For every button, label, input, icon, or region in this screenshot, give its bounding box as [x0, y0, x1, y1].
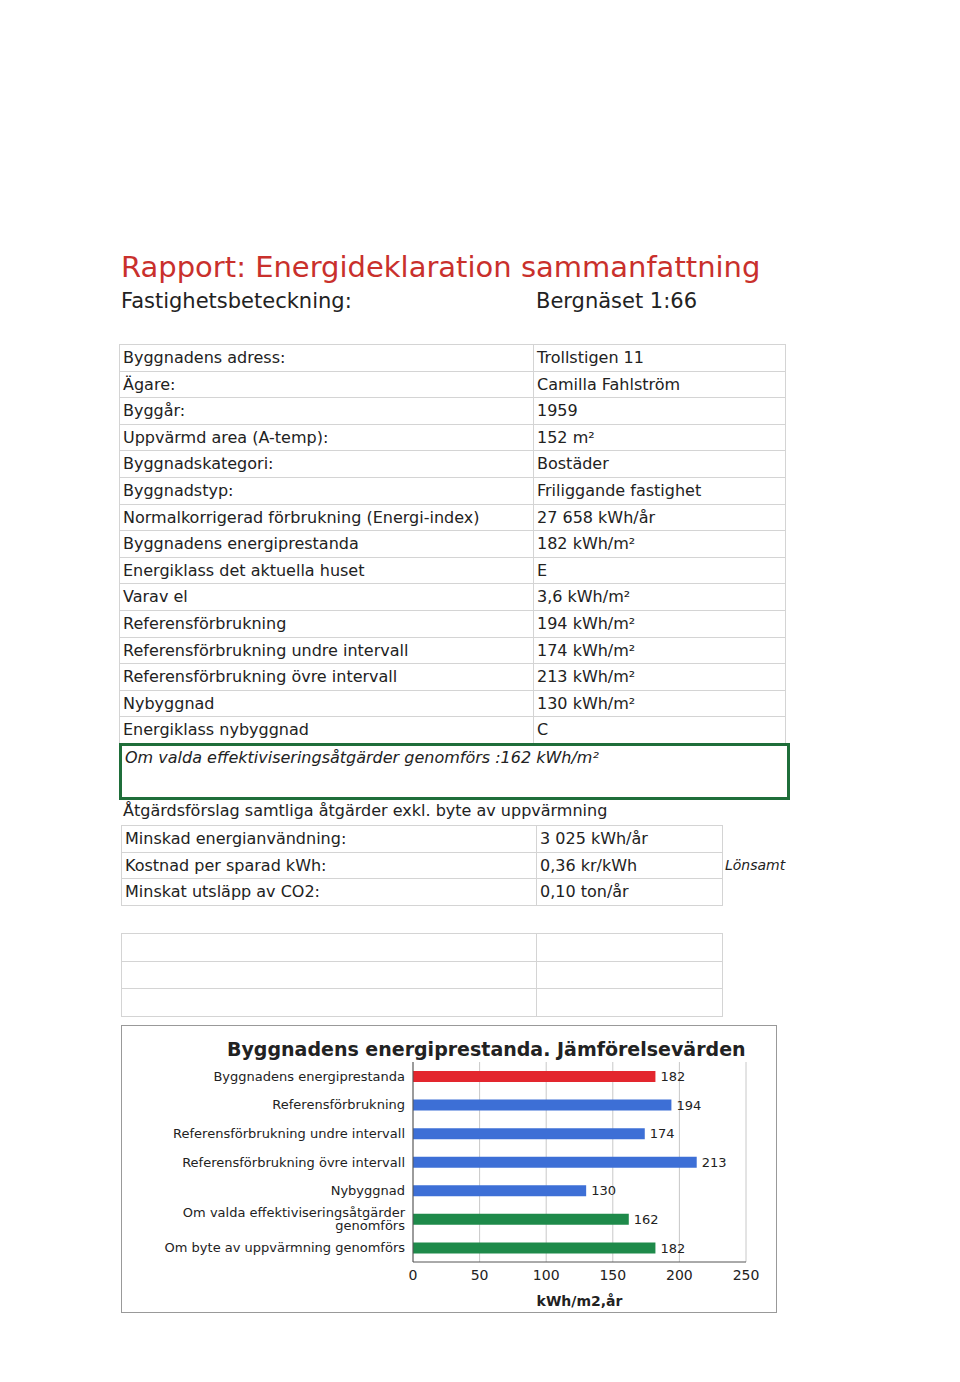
html-text:Åtgärdsförslag samtliga åtgärd: Åtgärdsförslag samtliga åtgärder exkl. b… [123, 801, 608, 820]
html-text:C: C [537, 720, 549, 740]
html-text:Fastighetsbeteckning:: Fastighetsbeteckning: [121, 289, 352, 313]
html-text:Kostnad per sparad kWh:: Kostnad per sparad kWh: [125, 855, 327, 875]
svg-text:kWh/m2,år: kWh/m2,år [537, 1293, 623, 1309]
html-text:Friliggande fastighet: Friliggande fastighet [537, 481, 702, 500]
svg-text:Om byte av uppvärmning genomfö: Om byte av uppvärmning genomförs [165, 1240, 406, 1255]
html-text:Referensförbrukning: Referensförbrukning [123, 613, 287, 633]
html-text:174 kWh/m²: 174 kWh/m² [537, 640, 636, 660]
svg-text:Referensförbrukning: Referensförbrukning [272, 1097, 405, 1112]
html-text:Minskat utsläpp av CO2:: Minskat utsläpp av CO2: [125, 882, 320, 902]
svg-text:174: 174 [650, 1126, 675, 1141]
svg-text:162: 162 [634, 1212, 659, 1227]
html-text:Lönsamt: Lönsamt [725, 857, 786, 873]
svg-text:250: 250 [733, 1267, 760, 1283]
svg-text:Byggnadens energiprestanda: Byggnadens energiprestanda [213, 1069, 405, 1084]
svg-text:50: 50 [471, 1267, 489, 1283]
html-text:Byggnadstyp:: Byggnadstyp: [123, 481, 234, 500]
svg-text:182: 182 [660, 1241, 685, 1256]
html-text:Byggnadens adress:: Byggnadens adress: [123, 348, 286, 367]
svg-text:Referensförbrukning övre inter: Referensförbrukning övre intervall [182, 1155, 405, 1170]
svg-text:0: 0 [409, 1267, 418, 1283]
html-text:194 kWh/m²: 194 kWh/m² [537, 613, 636, 633]
html-text:Energiklass det aktuella huset: Energiklass det aktuella huset [123, 560, 365, 580]
html-text:Energiklass nybyggnad: Energiklass nybyggnad [123, 720, 309, 740]
html-text:Byggnadens energiprestanda: Byggnadens energiprestanda [123, 534, 359, 554]
html-text:Referensförbrukning övre inter: Referensförbrukning övre intervall [123, 667, 398, 687]
svg-text:150: 150 [599, 1267, 626, 1283]
svg-text:213: 213 [702, 1155, 727, 1170]
html-text:3 025 kWh/år: 3 025 kWh/år [540, 829, 648, 848]
svg-text:130: 130 [591, 1183, 616, 1198]
html-text:Nybyggnad: Nybyggnad [123, 693, 215, 713]
html-text:Byggnadens energiprestanda. Jä: Byggnadens energiprestanda. Jämförelsevä… [227, 1038, 746, 1060]
html-text:Trollstigen 11: Trollstigen 11 [537, 348, 644, 367]
svg-text:100: 100 [533, 1267, 560, 1283]
html-text:213 kWh/m²: 213 kWh/m² [537, 667, 636, 687]
svg-text:200: 200 [666, 1267, 693, 1283]
html-text:3,6 kWh/m²: 3,6 kWh/m² [537, 587, 631, 607]
html-text:Byggår:: Byggår: [123, 401, 186, 421]
html-text:Bergnäset 1:66: Bergnäset 1:66 [536, 289, 697, 313]
html-text:27 658 kWh/år: 27 658 kWh/år [537, 507, 656, 527]
html-text:Camilla Fahlström: Camilla Fahlström [537, 374, 681, 394]
svg-text:194: 194 [676, 1098, 701, 1113]
html-text:Uppvärmd area (A-temp):: Uppvärmd area (A-temp): [123, 427, 329, 447]
html-text:Rapport: Energideklaration sam: Rapport: Energideklaration sammanfattnin… [121, 250, 761, 284]
html-text:Normalkorrigerad förbrukning (: Normalkorrigerad förbrukning (Energi-ind… [123, 507, 480, 527]
html-text:1959: 1959 [537, 401, 578, 421]
html-text:Minskad energianvändning:: Minskad energianvändning: [125, 829, 347, 848]
html-text:152 m²: 152 m² [537, 427, 595, 447]
html-text:Om valda effektiviseringsåtgär: Om valda effektiviseringsåtgärder genomf… [125, 748, 599, 767]
html-text:0,10 ton/år: 0,10 ton/år [540, 882, 629, 902]
html-text:Bostäder: Bostäder [537, 454, 609, 474]
svg-text:182: 182 [660, 1069, 685, 1084]
svg-text:Nybyggnad: Nybyggnad [331, 1183, 405, 1198]
svg-text:Om valda effektiviseringsåtgär: Om valda effektiviseringsåtgärdergenomfö… [183, 1205, 406, 1233]
svg-text:Referensförbrukning undre inte: Referensförbrukning undre intervall [173, 1126, 405, 1141]
html-text:E: E [537, 560, 548, 580]
html-text:Byggnadskategori:: Byggnadskategori: [123, 454, 274, 474]
html-text:0,36 kr/kWh: 0,36 kr/kWh [540, 855, 638, 875]
html-text:Varav el: Varav el [123, 587, 188, 607]
html-text:Referensförbrukning undre inte: Referensförbrukning undre intervall [123, 640, 409, 660]
html-text:Ägare:: Ägare: [123, 374, 176, 394]
html-text:130 kWh/m²: 130 kWh/m² [537, 693, 636, 713]
html-text:182 kWh/m²: 182 kWh/m² [537, 534, 636, 554]
